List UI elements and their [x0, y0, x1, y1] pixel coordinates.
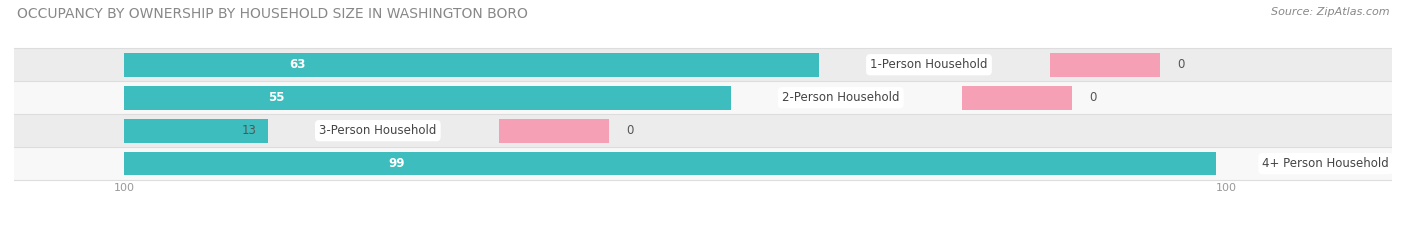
Text: 55: 55 [267, 91, 284, 104]
Bar [499, 119, 609, 143]
Bar [124, 86, 731, 110]
Text: 0: 0 [626, 124, 633, 137]
Text: 100: 100 [1216, 183, 1237, 193]
Bar [14, 48, 1392, 81]
Text: 3-Person Household: 3-Person Household [319, 124, 436, 137]
Text: 1-Person Household: 1-Person Household [870, 58, 988, 71]
Text: 0: 0 [1088, 91, 1097, 104]
Text: Source: ZipAtlas.com: Source: ZipAtlas.com [1271, 7, 1389, 17]
Text: 99: 99 [389, 157, 405, 170]
Bar [962, 86, 1073, 110]
Bar [124, 53, 818, 77]
Text: 63: 63 [290, 58, 307, 71]
Bar [1050, 53, 1160, 77]
Text: 13: 13 [242, 124, 256, 137]
Bar [124, 152, 1216, 175]
Text: 2-Person Household: 2-Person Household [782, 91, 900, 104]
Bar [14, 114, 1392, 147]
Text: 4+ Person Household: 4+ Person Household [1263, 157, 1389, 170]
Bar [14, 147, 1392, 180]
Text: OCCUPANCY BY OWNERSHIP BY HOUSEHOLD SIZE IN WASHINGTON BORO: OCCUPANCY BY OWNERSHIP BY HOUSEHOLD SIZE… [17, 7, 527, 21]
Bar [14, 81, 1392, 114]
Bar [124, 119, 267, 143]
Text: 100: 100 [114, 183, 135, 193]
Text: 0: 0 [1177, 58, 1184, 71]
